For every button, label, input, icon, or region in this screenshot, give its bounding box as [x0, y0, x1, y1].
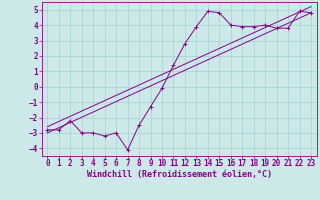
- X-axis label: Windchill (Refroidissement éolien,°C): Windchill (Refroidissement éolien,°C): [87, 170, 272, 179]
